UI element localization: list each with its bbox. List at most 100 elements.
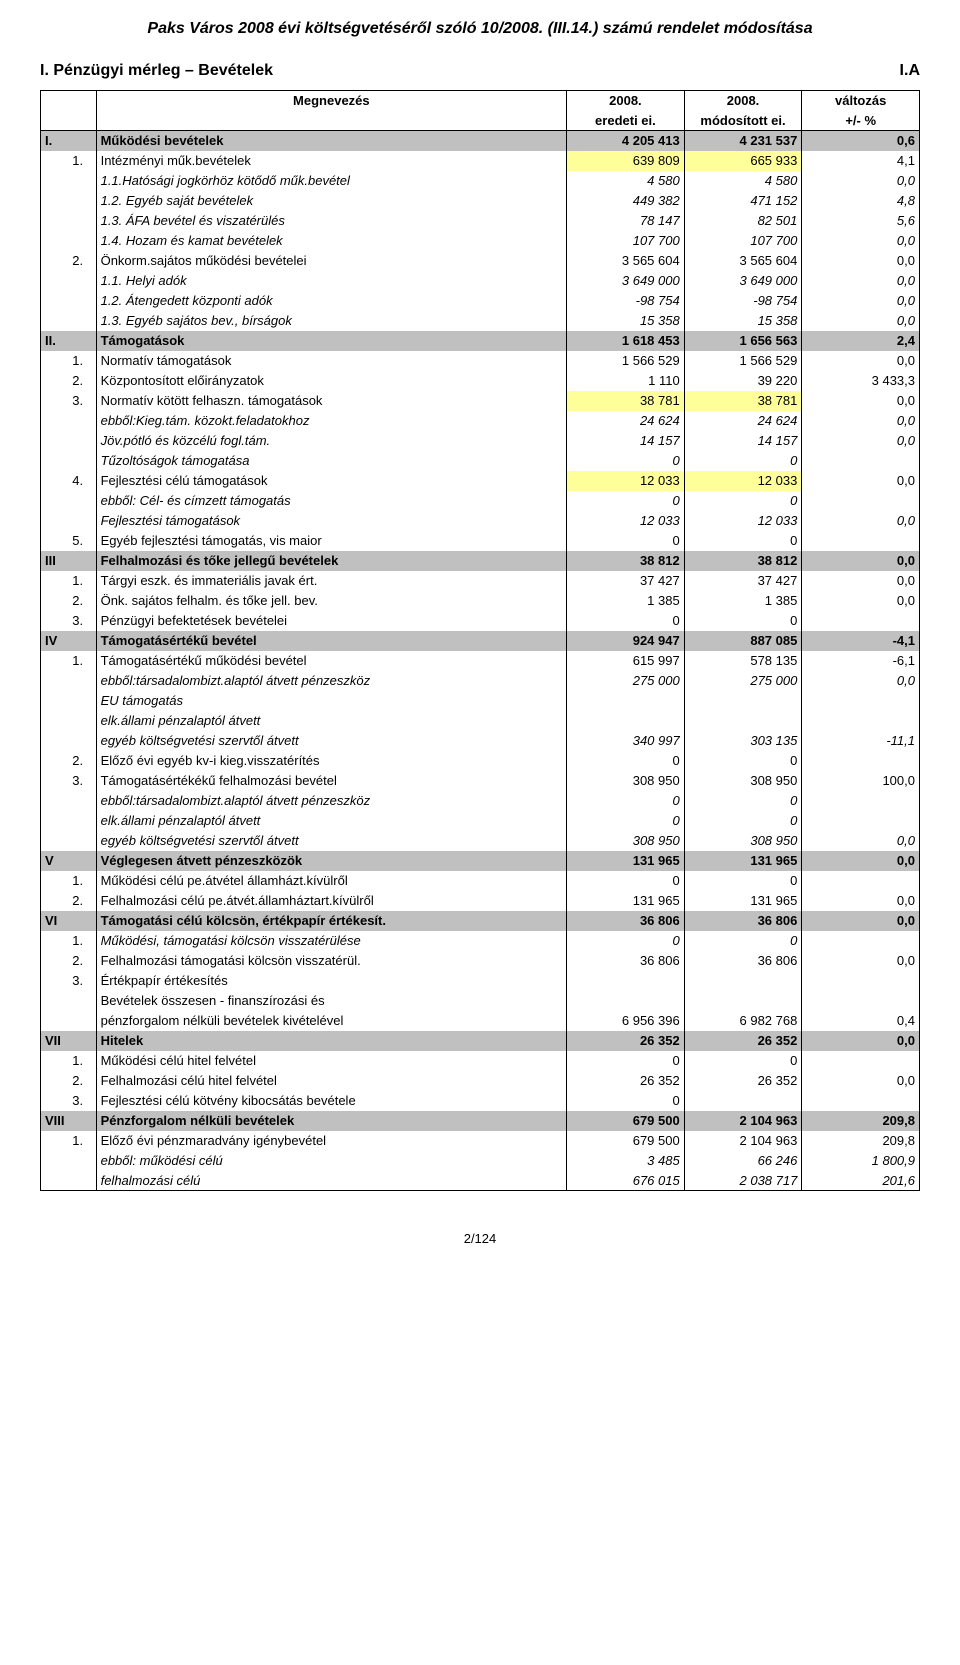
row-code-b — [68, 631, 96, 651]
row-code-a — [41, 511, 69, 531]
value-change — [802, 871, 920, 891]
row-code-a — [41, 1051, 69, 1071]
value-original: 0 — [567, 1091, 685, 1111]
value-modified: 578 135 — [684, 651, 802, 671]
row-name: Felhalmozási támogatási kölcsön visszaté… — [96, 951, 567, 971]
row-code-b — [68, 271, 96, 291]
table-row: ebből:Kieg.tám. közokt.feladatokhoz24 62… — [41, 411, 920, 431]
row-code-a — [41, 971, 69, 991]
row-code-a — [41, 1071, 69, 1091]
table-row: 1.Előző évi pénzmaradvány igénybevétel67… — [41, 1131, 920, 1151]
row-code-b — [68, 451, 96, 471]
row-name: Működési célú pe.átvétel államházt.kívül… — [96, 871, 567, 891]
value-modified: 131 965 — [684, 891, 802, 911]
col-sub3: +/- % — [802, 111, 920, 131]
row-code-a: III — [41, 551, 69, 571]
table-row: 1.2. Egyéb saját bevételek449 382471 152… — [41, 191, 920, 211]
value-modified: 37 427 — [684, 571, 802, 591]
value-change: -11,1 — [802, 731, 920, 751]
table-row: 1.3. ÁFA bevétel és viszatérülés78 14782… — [41, 211, 920, 231]
row-name: 1.4. Hozam és kamat bevételek — [96, 231, 567, 251]
value-modified: 471 152 — [684, 191, 802, 211]
value-change — [802, 451, 920, 471]
row-code-a — [41, 711, 69, 731]
row-code-a — [41, 191, 69, 211]
value-original — [567, 971, 685, 991]
row-name: 1.1.Hatósági jogkörhöz kötődő műk.bevéte… — [96, 171, 567, 191]
row-code-b — [68, 171, 96, 191]
row-code-a — [41, 271, 69, 291]
table-row: 5. Egyéb fejlesztési támogatás, vis maio… — [41, 531, 920, 551]
value-change — [802, 711, 920, 731]
value-change: 5,6 — [802, 211, 920, 231]
row-code-b: 2. — [68, 371, 96, 391]
row-code-b — [68, 731, 96, 751]
row-name: Működési, támogatási kölcsön visszatérül… — [96, 931, 567, 951]
row-code-b — [68, 1031, 96, 1051]
row-name: EU támogatás — [96, 691, 567, 711]
row-code-b — [68, 1111, 96, 1131]
value-original: 14 157 — [567, 431, 685, 451]
row-code-b: 2. — [68, 951, 96, 971]
value-change: 0,0 — [802, 351, 920, 371]
row-name: Egyéb fejlesztési támogatás, vis maior — [96, 531, 567, 551]
value-original: 1 110 — [567, 371, 685, 391]
row-code-a — [41, 691, 69, 711]
table-row: VITámogatási célú kölcsön, értékpapír ér… — [41, 911, 920, 931]
value-original: 4 580 — [567, 171, 685, 191]
table-row: 2.Önk. sajátos felhalm. és tőke jell. be… — [41, 591, 920, 611]
row-code-a — [41, 1091, 69, 1111]
row-code-a — [41, 831, 69, 851]
value-modified: 15 358 — [684, 311, 802, 331]
row-name: Központosított előirányzatok — [96, 371, 567, 391]
col-2008b: 2008. — [684, 91, 802, 111]
value-original: 1 618 453 — [567, 331, 685, 351]
row-code-a — [41, 531, 69, 551]
row-code-b — [68, 131, 96, 151]
row-name: 1.2. Átengedett központi adók — [96, 291, 567, 311]
row-name: Tárgyi eszk. és immateriális javak ért. — [96, 571, 567, 591]
value-change — [802, 611, 920, 631]
value-original: 639 809 — [567, 151, 685, 171]
value-original: 679 500 — [567, 1111, 685, 1131]
value-modified: 0 — [684, 451, 802, 471]
table-row: 2.Felhalmozási célú pe.átvét.államháztar… — [41, 891, 920, 911]
table-row: 1.3. Egyéb sajátos bev., bírságok15 3581… — [41, 311, 920, 331]
value-modified — [684, 971, 802, 991]
row-code-a — [41, 251, 69, 271]
row-name: Támogatásértékékű felhalmozási bevétel — [96, 771, 567, 791]
row-code-a: VI — [41, 911, 69, 931]
row-code-b: 1. — [68, 571, 96, 591]
value-change: 209,8 — [802, 1111, 920, 1131]
value-change: 0,4 — [802, 1011, 920, 1031]
row-name: ebből:Kieg.tám. közokt.feladatokhoz — [96, 411, 567, 431]
table-row: 4.Fejlesztési célú támogatások12 03312 0… — [41, 471, 920, 491]
value-change: 0,0 — [802, 591, 920, 611]
row-code-a — [41, 291, 69, 311]
value-original: 1 566 529 — [567, 351, 685, 371]
value-change: 0,0 — [802, 291, 920, 311]
table-row: elk.állami pénzalaptól átvett — [41, 711, 920, 731]
row-code-b: 1. — [68, 351, 96, 371]
value-change — [802, 1091, 920, 1111]
value-original: 340 997 — [567, 731, 685, 751]
value-original: 38 781 — [567, 391, 685, 411]
table-row: VIIHitelek26 35226 3520,0 — [41, 1031, 920, 1051]
row-code-a — [41, 1011, 69, 1031]
row-code-b: 3. — [68, 1091, 96, 1111]
row-name: elk.állami pénzalaptól átvett — [96, 811, 567, 831]
table-row: elk.állami pénzalaptól átvett00 — [41, 811, 920, 831]
table-row: 1.Működési célú hitel felvétel00 — [41, 1051, 920, 1071]
budget-table: Megnevezés 2008. 2008. változás eredeti … — [40, 90, 920, 1191]
row-code-a: IV — [41, 631, 69, 651]
document-title: Paks Város 2008 évi költségvetéséről szó… — [40, 20, 920, 38]
row-name: ebből:társadalombizt.alaptól átvett pénz… — [96, 671, 567, 691]
value-change: 0,0 — [802, 671, 920, 691]
row-name: Önkorm.sajátos működési bevételei — [96, 251, 567, 271]
value-change — [802, 1051, 920, 1071]
row-code-a: VIII — [41, 1111, 69, 1131]
table-row: 3.Támogatásértékékű felhalmozási bevétel… — [41, 771, 920, 791]
row-name: Támogatásértékű működési bevétel — [96, 651, 567, 671]
table-row: 3.Pénzügyi befektetések bevételei00 — [41, 611, 920, 631]
value-original: 3 485 — [567, 1151, 685, 1171]
